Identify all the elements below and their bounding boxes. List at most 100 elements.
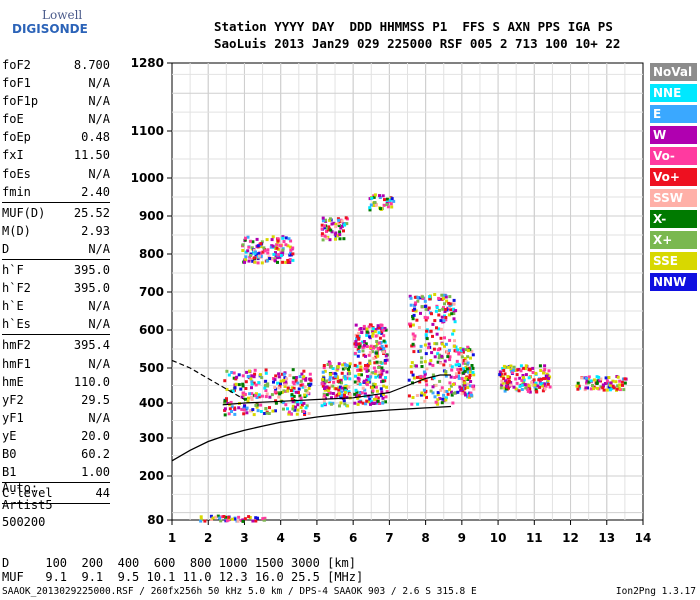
echo-point — [357, 331, 361, 335]
echo-point — [611, 379, 615, 383]
echo-point — [272, 252, 276, 256]
echo-point — [261, 250, 265, 254]
echo-point — [421, 297, 425, 300]
echo-point — [381, 396, 385, 400]
param-name: h`F — [2, 263, 24, 278]
echo-point — [286, 407, 289, 411]
echo-point — [243, 260, 246, 264]
echo-point — [542, 371, 545, 375]
echo-point — [357, 373, 361, 376]
echo-point — [246, 375, 250, 378]
echo-point — [282, 372, 286, 376]
echo-point — [365, 369, 369, 373]
echo-point — [430, 377, 434, 381]
echo-point — [277, 372, 281, 376]
echo-point — [334, 222, 338, 226]
echo-point — [231, 389, 235, 393]
echo-point — [461, 348, 465, 352]
echo-point — [277, 253, 281, 257]
param-row: hmF1 N/A — [2, 355, 110, 373]
echo-point — [447, 313, 451, 317]
echo-point — [452, 329, 456, 333]
echo-point — [464, 361, 467, 365]
echo-point — [356, 376, 360, 380]
echo-point — [290, 397, 294, 401]
echo-point — [283, 385, 287, 388]
echo-point — [444, 374, 448, 378]
echo-point — [580, 376, 584, 380]
echo-point — [426, 308, 430, 312]
echo-point — [524, 364, 528, 368]
echo-point — [340, 381, 343, 385]
echo-point — [411, 332, 415, 336]
echo-point — [328, 375, 332, 379]
param-row: MUF(D) 25.52 — [2, 204, 110, 222]
echo-point — [425, 367, 429, 371]
echo-point — [347, 390, 351, 394]
echo-point — [509, 364, 513, 368]
echo-point — [433, 355, 437, 359]
echo-point — [423, 305, 427, 308]
echo-point — [433, 319, 437, 323]
echo-point — [334, 373, 338, 377]
echo-point — [289, 248, 293, 252]
echo-point — [254, 403, 258, 407]
echo-point — [306, 391, 310, 395]
echo-point — [440, 354, 444, 358]
echo-point — [444, 396, 448, 400]
echo-point — [374, 385, 378, 389]
echo-point — [341, 367, 345, 371]
y-tick-label: 1000 — [131, 171, 164, 185]
echo-point — [514, 387, 518, 391]
param-value: N/A — [88, 299, 110, 314]
echo-point — [265, 392, 269, 396]
echo-point — [222, 515, 226, 518]
echo-point — [251, 408, 255, 412]
echo-point — [420, 365, 424, 368]
echo-point — [337, 218, 341, 222]
echo-point — [451, 401, 455, 405]
echo-point — [383, 360, 387, 364]
echo-point — [585, 377, 588, 380]
param-value: 11.50 — [73, 148, 110, 163]
param-row: h`E N/A — [2, 297, 110, 315]
echo-point — [304, 389, 308, 393]
echo-point — [334, 237, 337, 241]
echo-point — [379, 360, 383, 364]
param-row: yF2 29.5 — [2, 391, 110, 409]
echo-point — [365, 327, 369, 331]
echo-point — [462, 359, 466, 362]
echo-point — [423, 372, 427, 376]
echo-point — [295, 401, 299, 404]
echo-point — [369, 373, 373, 377]
echo-point — [250, 382, 254, 386]
echo-point — [262, 518, 266, 522]
echo-point — [282, 407, 285, 411]
echo-point — [254, 250, 257, 254]
echo-point — [274, 254, 278, 258]
echo-point — [368, 397, 372, 401]
echo-point — [538, 385, 542, 389]
param-value: N/A — [88, 356, 110, 371]
echo-point — [256, 244, 260, 248]
echo-point — [411, 396, 415, 399]
param-value: 20.0 — [81, 428, 110, 443]
echo-point — [511, 371, 515, 375]
muf-distance-row: D 100 200 400 600 800 1000 1500 3000 [km… — [2, 556, 357, 570]
echo-point — [299, 401, 303, 405]
param-row: h`F2 395.0 — [2, 279, 110, 297]
echo-point — [342, 237, 346, 241]
echo-point — [415, 394, 419, 397]
echo-point — [302, 410, 306, 413]
echo-point — [466, 386, 470, 389]
echo-point — [442, 393, 446, 397]
echo-point — [424, 379, 428, 383]
param-row: D N/A — [2, 240, 110, 258]
echo-point — [353, 401, 357, 405]
echo-point — [267, 412, 271, 415]
echo-point — [447, 301, 451, 305]
echo-point — [392, 199, 396, 203]
digisonde-logo: Lowell DIGISONDE — [4, 6, 88, 46]
echo-point — [337, 224, 341, 228]
echo-point — [436, 391, 440, 395]
